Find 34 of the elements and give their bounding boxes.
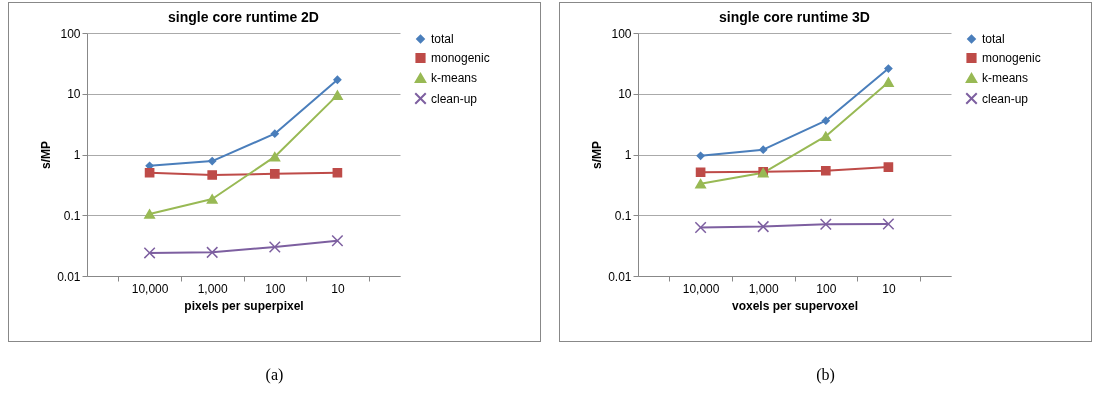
x-tick-label: 100: [816, 281, 837, 296]
legend-label: clean-up: [431, 91, 478, 106]
x-axis-title: voxels per supervoxel: [731, 298, 859, 313]
x-tick-label: 10: [882, 281, 896, 296]
y-tick-label: 1: [624, 148, 632, 162]
chart-title: single core runtime 3D: [719, 9, 870, 25]
legend-label: monogenic: [982, 51, 1041, 65]
y-tick-label: 100: [611, 26, 632, 41]
y-axis-title: s/MP: [590, 140, 605, 170]
legend-label: clean-up: [982, 91, 1029, 106]
x-tick-label: 10,000: [131, 281, 169, 296]
y-tick-label: 0.01: [57, 269, 81, 284]
text: (b): [815, 366, 836, 384]
y-tick-label: 0.01: [608, 269, 632, 284]
legend-label: total: [431, 32, 454, 46]
x-tick-label: 1,000: [197, 281, 229, 296]
legend-label: monogenic: [431, 51, 490, 65]
legend-label: k-means: [982, 71, 1029, 85]
chart-title: single core runtime 2D: [168, 9, 319, 25]
y-tick-label: 10: [67, 87, 81, 102]
text: (a): [264, 366, 285, 384]
x-axis-title: pixels per superpixel: [184, 298, 304, 313]
legend-label: total: [982, 32, 1005, 46]
y-tick-label: 100: [60, 26, 81, 41]
y-tick-label: 0.1: [63, 208, 81, 223]
x-tick-label: 10,000: [682, 281, 720, 296]
y-axis-title: s/MP: [39, 140, 54, 170]
x-tick-label: 10: [331, 281, 345, 296]
y-tick-label: 1: [73, 148, 81, 162]
x-tick-label: 1,000: [748, 281, 780, 296]
y-tick-label: 0.1: [614, 208, 632, 223]
x-tick-label: 100: [265, 281, 286, 296]
y-tick-label: 10: [618, 87, 632, 102]
legend-label: k-means: [431, 71, 478, 85]
